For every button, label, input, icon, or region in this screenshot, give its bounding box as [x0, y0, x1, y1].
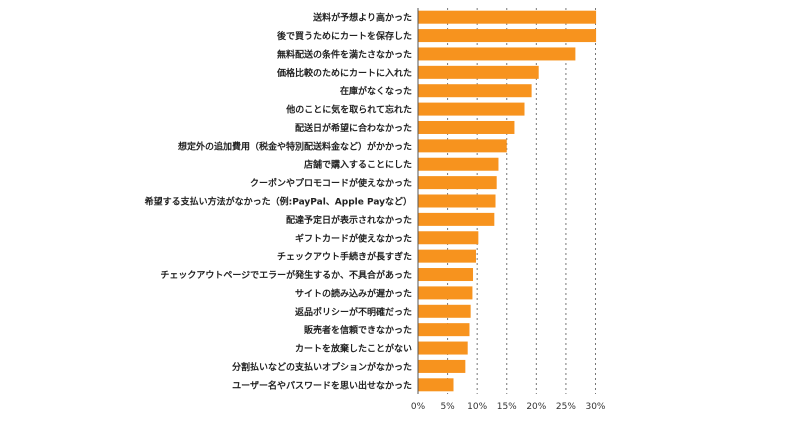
category-label: 送料が予想より高かった	[312, 12, 412, 24]
bar	[418, 194, 496, 208]
bar	[418, 47, 576, 61]
bar	[418, 157, 499, 171]
bar	[418, 212, 495, 226]
category-label: 価格比較のためにカートに入れた	[276, 67, 412, 79]
bar	[418, 268, 474, 282]
bar	[418, 102, 525, 116]
bar	[418, 65, 539, 79]
bar	[418, 176, 497, 190]
bar	[418, 84, 532, 98]
bar	[418, 249, 476, 263]
bar	[418, 286, 473, 300]
x-tick-label: 10%	[467, 402, 487, 412]
category-label: 販売者を信頼できなかった	[304, 324, 412, 336]
category-label: 店舗で購入することにした	[304, 159, 412, 171]
category-label: 希望する支払い方法がなかった（例:PayPal、Apple Payなど）	[145, 196, 412, 208]
category-label: クーポンやプロモコードが使えなかった	[250, 177, 412, 189]
bar	[418, 120, 515, 134]
category-label: チェックアウト手続きが長すぎた	[277, 251, 412, 263]
x-tick-label: 30%	[585, 402, 605, 412]
bar	[418, 323, 470, 337]
bar	[418, 29, 597, 43]
category-label: サイトの読み込みが遅かった	[295, 287, 412, 299]
x-tick-label: 25%	[556, 402, 576, 412]
bar	[418, 378, 454, 392]
category-label: 在庫がなくなった	[340, 85, 412, 97]
category-label: 配達予定日が表示されなかった	[286, 214, 412, 226]
category-label: ギフトカードが使えなかった	[295, 232, 412, 244]
x-tick-label: 0%	[411, 402, 426, 412]
category-label: 配送日が希望に合わなかった	[295, 122, 412, 134]
category-label: 分割払いなどの支払いオプションがなかった	[232, 361, 412, 373]
category-label: 後で買うためにカートを保存した	[277, 30, 412, 42]
bar	[418, 304, 471, 318]
category-label: カートを放棄したことがない	[295, 343, 412, 355]
bar	[418, 231, 479, 245]
bar	[418, 341, 468, 355]
category-label: 無料配送の条件を満たさなかった	[277, 48, 412, 60]
bar	[418, 139, 507, 153]
x-tick-label: 15%	[497, 402, 517, 412]
bar	[418, 359, 466, 373]
category-label: ユーザー名やパスワードを思い出せなかった	[232, 379, 412, 391]
category-label: 想定外の追加費用（税金や特別配送料金など）がかかった	[177, 140, 412, 152]
bar	[418, 10, 597, 24]
x-tick-label: 20%	[526, 402, 546, 412]
category-label: 他のことに気を取られて忘れた	[285, 104, 412, 116]
x-tick-label: 5%	[440, 402, 455, 412]
category-label: チェックアウトページでエラーが発生するか、不具合があった	[160, 269, 412, 281]
category-label: 返品ポリシーが不明確だった	[295, 306, 412, 318]
